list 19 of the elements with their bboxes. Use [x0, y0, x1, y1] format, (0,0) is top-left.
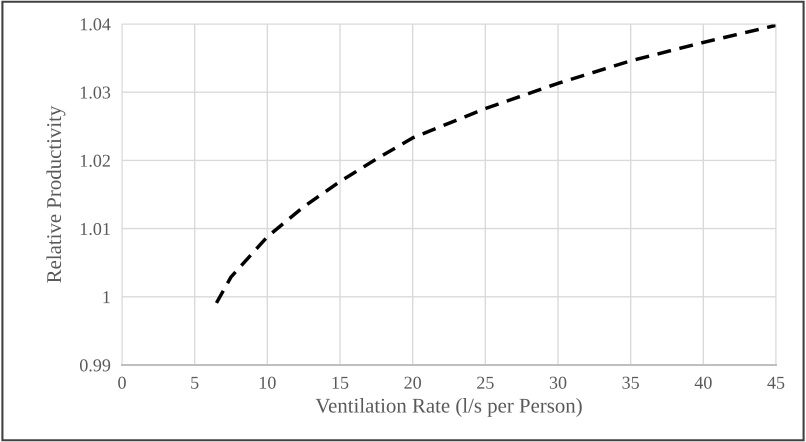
y-tick-label: 1.01: [80, 222, 110, 236]
y-tick-label: 0.99: [80, 359, 110, 372]
x-tick-label: 5: [191, 376, 198, 389]
x-tick-label: 0: [118, 376, 126, 389]
y-tick-label: 1: [103, 291, 110, 304]
y-tick-label: 1.02: [80, 154, 110, 167]
x-tick-label: 15: [332, 376, 348, 389]
x-tick-label: 25: [477, 376, 494, 389]
y-tick-label: 1.03: [80, 86, 110, 99]
line-series: [214, 24, 776, 305]
x-tick-label: 10: [260, 376, 276, 389]
x-tick-label: 45: [767, 376, 784, 389]
x-axis-title: Ventilation Rate (l/s per Person): [316, 398, 582, 417]
x-tick-label: 35: [622, 376, 639, 389]
y-tick-label: 1.04: [80, 18, 111, 31]
x-tick-label: 40: [694, 376, 712, 389]
y-axis-title: Relative Productivity: [46, 106, 66, 283]
x-tick-label: 30: [550, 376, 566, 389]
x-tick-label: 20: [404, 376, 422, 389]
